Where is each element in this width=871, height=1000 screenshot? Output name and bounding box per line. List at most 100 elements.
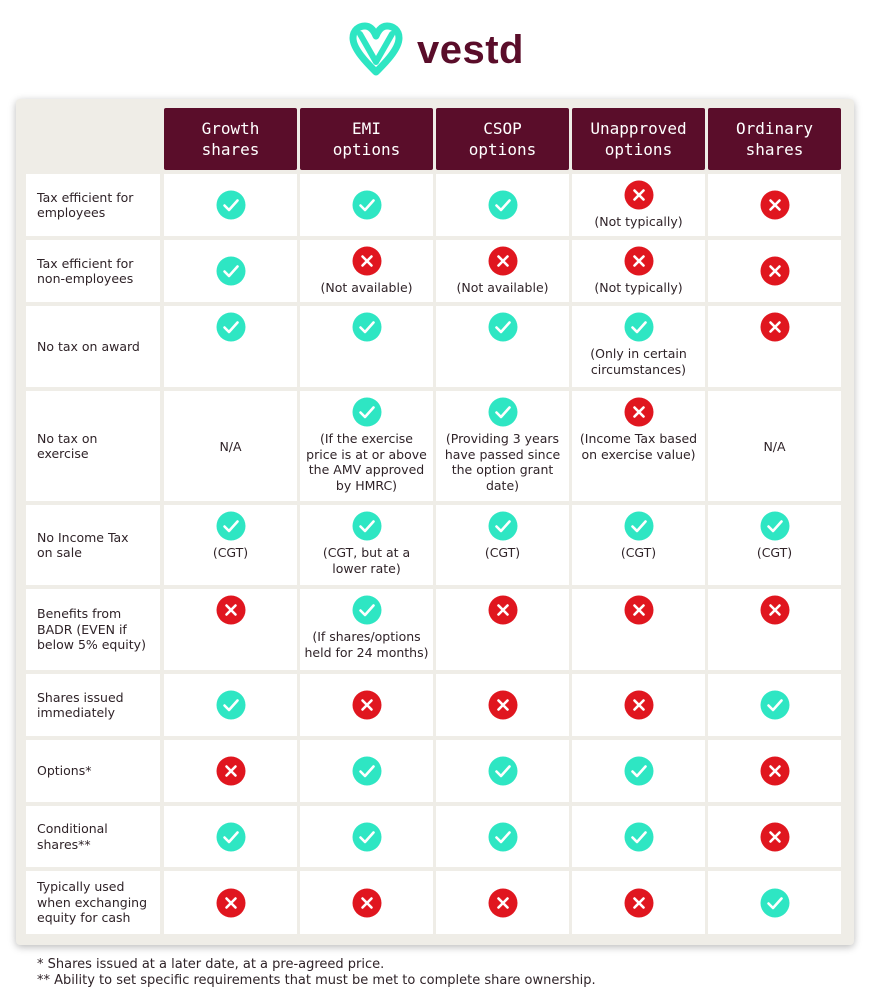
cross-icon xyxy=(624,180,653,210)
table-cell-content xyxy=(572,589,705,670)
row-label-cell xyxy=(26,174,160,236)
table-cell-content: (CGT) xyxy=(436,505,569,585)
check-icon xyxy=(216,312,245,342)
check-icon xyxy=(216,690,245,720)
table-cell-content xyxy=(436,174,569,236)
table-cell-content xyxy=(708,740,841,802)
table-cell xyxy=(708,391,841,501)
cell-note: (Only in certain circumstances) xyxy=(590,346,687,377)
table-cell-content: (Not available) xyxy=(436,240,569,302)
table-cell-content: (Not typically) xyxy=(572,240,705,302)
cross-icon xyxy=(488,595,517,625)
check-icon xyxy=(488,822,517,851)
table-cell-content xyxy=(572,674,705,736)
check-icon xyxy=(488,312,517,342)
cross-icon xyxy=(624,690,653,720)
vestd-logo: vestd xyxy=(0,20,871,80)
table-cell-content: (Income Tax based on exercise value) xyxy=(572,391,705,501)
table-cell-content xyxy=(436,674,569,736)
table-cell-content xyxy=(300,674,433,736)
cross-icon xyxy=(216,888,245,917)
cell-note: (If the exercise price is at or above th… xyxy=(306,431,427,493)
table-cell-content xyxy=(436,871,569,934)
table-cell-content xyxy=(300,174,433,236)
table-cell-content xyxy=(164,589,297,670)
row-label-cell xyxy=(26,505,160,585)
table-cell-content xyxy=(708,806,841,867)
check-icon xyxy=(624,756,653,786)
table-cell-content xyxy=(708,871,841,934)
column-header: Unapproved options xyxy=(572,108,705,170)
cell-note: (Providing 3 years have passed since the… xyxy=(444,431,561,493)
table-cell-content: (CGT, but at a lower rate) xyxy=(300,505,433,585)
table-cell-content xyxy=(164,871,297,934)
check-icon xyxy=(352,756,381,786)
check-icon xyxy=(760,888,789,917)
table-cell-content xyxy=(708,589,841,670)
row-label: No tax on exercise xyxy=(37,430,98,462)
cross-icon xyxy=(488,246,517,276)
cross-icon xyxy=(624,595,653,625)
check-icon xyxy=(624,312,653,342)
table-cell-content xyxy=(300,871,433,934)
table-cell-content: (Only in certain circumstances) xyxy=(572,306,705,387)
cross-icon xyxy=(760,595,789,625)
check-icon xyxy=(352,511,381,541)
row-label-cell xyxy=(26,740,160,802)
table-cell-content: (CGT) xyxy=(572,505,705,585)
check-icon xyxy=(352,190,381,220)
check-icon xyxy=(216,256,245,286)
row-label-cell xyxy=(26,240,160,302)
cell-note: (Not typically) xyxy=(594,214,683,230)
cross-icon xyxy=(352,888,381,917)
cross-icon xyxy=(216,595,245,625)
table-cell-content xyxy=(300,306,433,387)
check-icon xyxy=(488,397,517,427)
row-label: Tax efficient for employees xyxy=(37,189,134,221)
check-icon xyxy=(624,511,653,541)
row-label-cell xyxy=(26,806,160,867)
check-icon xyxy=(760,511,789,541)
check-icon xyxy=(216,190,245,220)
na-text: N/A xyxy=(219,438,242,454)
row-label-cell xyxy=(26,391,160,501)
check-icon xyxy=(216,822,245,851)
table-cell-content xyxy=(436,806,569,867)
row-label-cell xyxy=(26,871,160,934)
cell-note: (CGT, but at a lower rate) xyxy=(322,545,411,576)
table-cell-content: (Not typically) xyxy=(572,174,705,236)
table-cell-content xyxy=(300,806,433,867)
table-cell-content xyxy=(708,174,841,236)
cross-icon xyxy=(760,190,789,220)
row-label: Benefits from BADR (EVEN if below 5% equ… xyxy=(37,606,146,653)
cell-note: (Not typically) xyxy=(594,280,683,296)
table-cell-content xyxy=(708,240,841,302)
cross-icon xyxy=(624,246,653,276)
table-cell-content xyxy=(164,806,297,867)
row-label: Shares issued immediately xyxy=(37,689,124,721)
cross-icon xyxy=(624,888,653,917)
comparison-table: Growth shares EMI options CSOP options Unap… xyxy=(26,108,844,938)
cell-note: (Income Tax based on exercise value) xyxy=(579,431,698,462)
check-icon xyxy=(352,595,381,625)
row-label: No Income Tax on sale xyxy=(37,529,129,561)
cross-icon xyxy=(624,397,653,427)
cross-icon xyxy=(760,256,789,286)
cell-note: (CGT) xyxy=(620,545,657,560)
row-label: Typically used when exchanging equity fo… xyxy=(37,879,148,926)
table-cell-content xyxy=(572,871,705,934)
table-cell-content: (Not available) xyxy=(300,240,433,302)
check-icon xyxy=(352,397,381,427)
row-label-cell xyxy=(26,674,160,736)
column-header: CSOP options xyxy=(436,108,569,170)
table-cell-content: (CGT) xyxy=(708,505,841,585)
table-cell-content xyxy=(436,589,569,670)
check-icon xyxy=(352,822,381,851)
cell-note: (CGT) xyxy=(756,545,793,560)
check-icon xyxy=(624,822,653,851)
table-cell-content xyxy=(164,240,297,302)
cross-icon xyxy=(352,690,381,720)
table-cell-content: (If shares/options held for 24 months) xyxy=(300,589,433,670)
table-cell-content xyxy=(164,740,297,802)
row-label: Conditional shares** xyxy=(37,821,108,852)
